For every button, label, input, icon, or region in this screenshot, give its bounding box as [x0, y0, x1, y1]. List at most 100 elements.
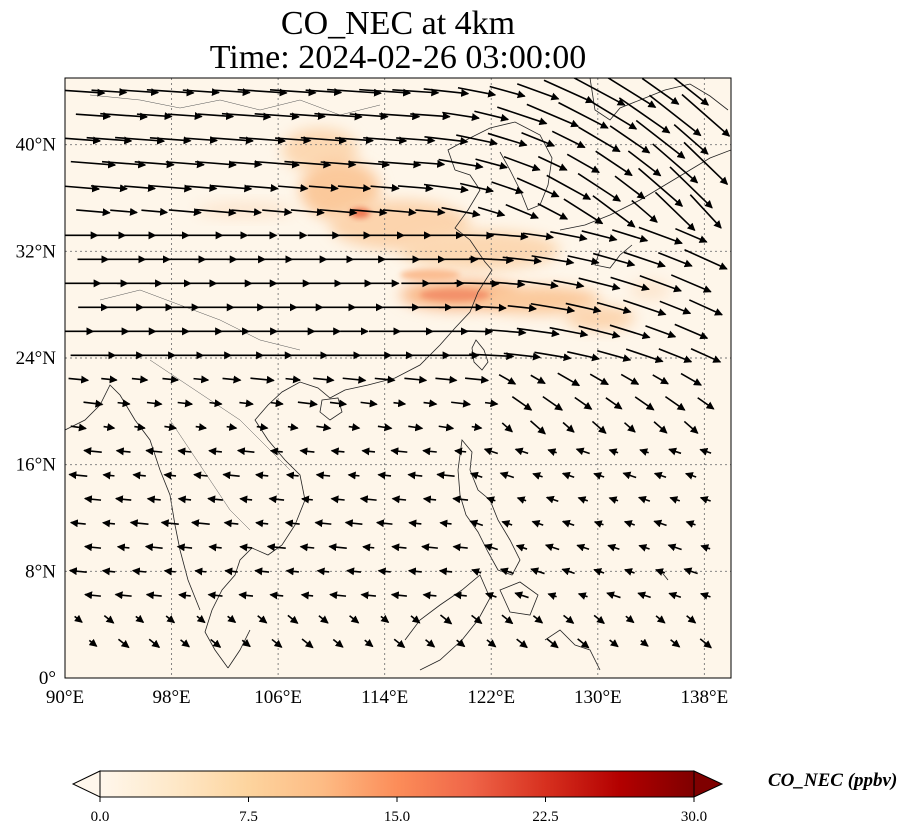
wind-arrow — [483, 543, 498, 552]
wind-arrow — [348, 160, 391, 169]
wind-arrow — [459, 231, 495, 240]
wind-arrow — [439, 519, 452, 528]
wind-arrow — [257, 615, 268, 624]
wind-arrow — [469, 519, 484, 528]
wind-arrow — [593, 472, 605, 480]
wind-arrow — [213, 88, 251, 97]
wind-arrow — [289, 112, 326, 121]
wind-arrow — [452, 543, 468, 552]
wind-arrow — [328, 543, 347, 552]
wind-arrow — [84, 591, 101, 600]
wind-arrow — [149, 136, 192, 145]
wind-arrow — [407, 567, 422, 576]
wind-arrow — [484, 399, 499, 408]
wind-arrow — [148, 638, 161, 648]
wind-arrow — [382, 208, 417, 217]
wind-arrow — [614, 175, 646, 200]
wind-arrow — [116, 543, 130, 552]
wind-arrow — [645, 325, 677, 339]
lon-tick-label: 130°E — [574, 687, 622, 708]
wind-arrow — [194, 567, 207, 576]
wind-arrow — [132, 471, 146, 480]
wind-arrow — [421, 543, 438, 552]
wind-arrow — [163, 471, 177, 480]
map-area — [65, 78, 731, 678]
wind-arrow — [320, 160, 357, 169]
wind-arrow — [193, 471, 208, 480]
lat-tick-label: 16°N — [16, 455, 57, 476]
wind-arrow — [269, 447, 283, 456]
wind-arrow — [315, 471, 331, 480]
wind-arrow — [377, 567, 391, 576]
colorbar-body — [99, 770, 695, 798]
wind-arrow — [210, 136, 254, 145]
wind-arrow — [474, 110, 510, 122]
wind-arrow — [526, 103, 580, 128]
wind-arrow — [300, 136, 347, 145]
wind-arrow — [227, 614, 237, 624]
wind-arrow — [287, 423, 299, 431]
wind-arrow — [673, 123, 709, 155]
wind-arrow — [697, 397, 715, 410]
wind-arrow — [301, 638, 314, 649]
wind-arrow — [501, 520, 513, 528]
wind-arrow — [670, 274, 712, 293]
wind-arrow — [362, 543, 375, 552]
wind-arrow — [507, 304, 538, 313]
wind-arrow — [301, 495, 313, 504]
map-frame — [64, 77, 732, 679]
wind-arrow — [230, 159, 263, 168]
colorbar-label: CO_NEC (ppbv) — [768, 770, 898, 791]
wind-arrow — [577, 592, 588, 600]
wind-arrow — [499, 471, 515, 480]
wind-arrow — [477, 206, 506, 218]
wind-arrow — [557, 372, 581, 387]
wind-arrow — [635, 119, 686, 159]
wind-arrow — [576, 543, 590, 552]
wind-arrow — [577, 172, 622, 202]
wind-arrow — [90, 184, 128, 193]
wind-arrow — [190, 519, 210, 528]
wind-arrow — [270, 399, 284, 408]
wind-arrow — [223, 519, 239, 528]
wind-arrow — [516, 83, 560, 101]
wind-arrow — [592, 252, 636, 268]
wind-arrow — [239, 399, 254, 408]
wind-arrow — [361, 447, 376, 456]
wind-arrow — [103, 614, 115, 624]
wind-arrow — [457, 86, 497, 98]
wind-arrow — [469, 352, 515, 361]
wind-arrow — [415, 159, 446, 168]
wind-arrow — [516, 327, 560, 338]
wind-arrow — [146, 495, 161, 504]
wind-arrow — [268, 495, 285, 504]
wind-arrow — [486, 639, 497, 648]
wind-arrow — [486, 232, 529, 241]
wind-arrow — [300, 591, 314, 600]
wind-arrow — [378, 160, 422, 169]
wind-arrow — [415, 208, 446, 216]
wind-arrow — [550, 231, 588, 242]
wind-arrow — [134, 423, 146, 432]
wind-arrow — [222, 375, 242, 384]
wind-arrow — [101, 375, 118, 384]
wind-arrow — [337, 184, 372, 193]
wind-arrow — [197, 112, 235, 121]
wind-arrow — [284, 519, 300, 528]
wind-arrow — [578, 126, 621, 153]
wind-arrow — [531, 255, 575, 266]
wind-arrow — [408, 519, 422, 528]
wind-arrow — [530, 567, 545, 576]
wind-arrow — [658, 251, 693, 268]
lat-tick-label: 32°N — [16, 241, 57, 262]
wind-arrow — [422, 591, 437, 600]
wind-arrow — [70, 423, 87, 432]
wind-arrow — [275, 136, 312, 145]
wind-arrow — [348, 423, 361, 432]
wind-arrow — [117, 638, 130, 649]
wind-arrow — [623, 422, 636, 433]
wind-arrow — [543, 79, 594, 104]
wind-arrow — [370, 183, 400, 192]
wind-arrow — [684, 249, 728, 270]
wind-arrow — [101, 567, 116, 576]
